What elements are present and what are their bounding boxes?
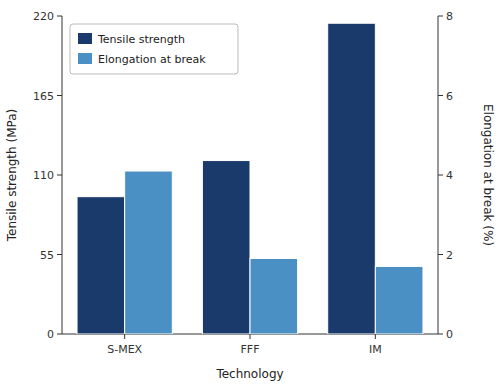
x-tick-label: IM [369,343,382,356]
y-tick [57,16,62,17]
bar [328,23,376,334]
bar [250,258,298,334]
y2-tick [438,16,443,17]
y2-tick [438,95,443,96]
y-tick-label: 110 [33,169,54,182]
y2-tick [438,175,443,176]
bar [125,171,173,334]
y-tick [57,254,62,255]
y-tick-label: 220 [33,10,54,23]
legend-label: Elongation at break [98,53,206,66]
x-tick-label: FFF [241,343,260,356]
y2-tick-label: 6 [446,90,453,103]
y-axis-line [62,16,63,334]
y-tick-label: 0 [47,328,54,341]
x-tick [124,334,125,339]
x-axis-title: Technology [215,367,283,381]
y-tick [57,334,62,335]
legend-label: Tensile strength [97,33,185,46]
y2-tick-label: 8 [446,10,453,23]
y-tick [57,175,62,176]
y2-axis-line [438,16,439,334]
y2-tick-label: 4 [446,169,453,182]
y-tick [57,95,62,96]
y2-tick-label: 0 [446,328,453,341]
axes: 0 55 110 165 220 0 2 4 6 8 S-MEX FFF IM [33,10,453,356]
bar [77,197,125,334]
y2-tick [438,254,443,255]
x-tick [375,334,376,339]
y2-tick-label: 2 [446,249,453,262]
y-tick-label: 165 [33,90,54,103]
bar [202,161,250,334]
chart: 0 55 110 165 220 0 2 4 6 8 S-MEX FFF IM Technology Ten… [0,0,500,392]
legend-swatch [78,33,92,44]
y-axis-title: Tensile strength (MPa) [5,109,19,243]
legend-box [70,24,238,74]
y2-axis-title: Elongation at break (%) [481,104,495,246]
y2-tick [438,334,443,335]
x-tick-label: S-MEX [107,343,142,356]
bar [375,266,423,334]
legend: Tensile strength Elongation at break [70,24,238,74]
x-tick [250,334,251,339]
legend-swatch [78,53,92,64]
y-tick-label: 55 [40,249,54,262]
